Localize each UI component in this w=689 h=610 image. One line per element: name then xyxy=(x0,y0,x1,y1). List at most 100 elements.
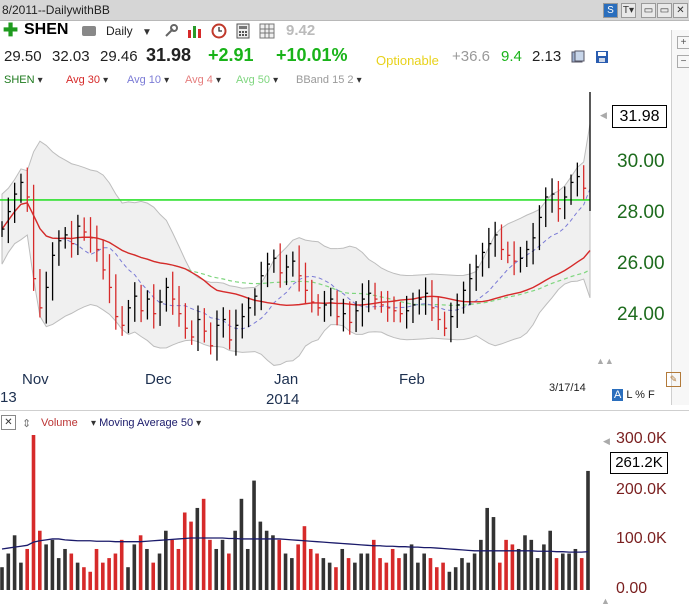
stack-icon[interactable] xyxy=(571,50,585,64)
price-chart[interactable] xyxy=(0,92,600,372)
volume-bar xyxy=(346,558,351,590)
volume-bar xyxy=(560,553,565,590)
volume-bar xyxy=(327,562,332,590)
volume-bar xyxy=(302,526,307,590)
volume-bar xyxy=(573,548,578,590)
volume-bar xyxy=(151,562,156,590)
t-dropdown-icon[interactable]: T▾ xyxy=(621,3,636,18)
wrench-icon[interactable] xyxy=(163,23,179,39)
volume-bar xyxy=(334,567,338,590)
volume-bar xyxy=(88,571,93,590)
scale-a-button[interactable]: A xyxy=(612,389,624,401)
volume-bar xyxy=(245,548,250,590)
volume-bar xyxy=(516,548,521,590)
volume-bar xyxy=(101,562,105,590)
add-symbol-icon[interactable]: ✚ xyxy=(3,20,19,40)
scroll-up-icon[interactable]: ◀ xyxy=(600,110,607,120)
volume-bar xyxy=(182,512,187,590)
quote-low: 29.46 xyxy=(100,48,138,65)
volume-bar xyxy=(579,558,584,590)
volume-bar xyxy=(283,553,288,590)
volume-bar xyxy=(113,553,118,590)
volume-bar xyxy=(119,539,124,590)
x-tick-jan: Jan xyxy=(274,371,299,388)
ma-legend[interactable]: ▾ Moving Average 50 ▾ xyxy=(91,417,202,429)
minimize-icon[interactable]: ▭ xyxy=(657,3,672,18)
volume-bar xyxy=(497,562,502,590)
volume-bar xyxy=(491,517,496,590)
quote-v1: +36.6 xyxy=(452,48,490,65)
quote-v2: 9.4 xyxy=(501,48,522,65)
close-icon[interactable]: ✕ xyxy=(673,3,688,18)
legend-avg4[interactable]: Avg 4 ▾ xyxy=(185,74,222,86)
clock-icon[interactable] xyxy=(211,23,227,39)
volume-bar xyxy=(264,530,269,590)
symbol-label[interactable]: SHEN xyxy=(24,21,69,38)
volume-bar xyxy=(447,571,452,590)
volume-bar xyxy=(50,539,55,590)
volume-bar xyxy=(19,562,23,590)
volume-bar xyxy=(132,544,137,590)
volume-legend[interactable]: Volume xyxy=(41,417,78,429)
volume-bar xyxy=(75,562,80,590)
volume-bar xyxy=(504,539,508,590)
vol-scroll-up-icon[interactable]: ◀ xyxy=(603,436,610,446)
quote-change-pct: +10.01% xyxy=(276,45,348,65)
move-icon[interactable]: ⇕ xyxy=(22,418,32,430)
close-panel-icon[interactable]: ✕ xyxy=(1,415,16,430)
bar-chart-icon[interactable] xyxy=(187,23,203,39)
volume-bar xyxy=(157,553,162,590)
vol-scroll-down-icon[interactable]: ▲ xyxy=(601,596,610,606)
volume-bar xyxy=(271,535,275,590)
volume-bar xyxy=(38,530,42,590)
scale-lpf-buttons[interactable]: L % F xyxy=(626,389,655,401)
volume-bar xyxy=(233,530,237,590)
expand-icon[interactable]: + xyxy=(677,36,689,49)
volume-bar xyxy=(82,567,86,590)
volume-bar xyxy=(535,558,540,590)
scroll-down-icon[interactable]: ▲▲ xyxy=(596,356,614,366)
volume-bar xyxy=(397,558,401,590)
volume-bar xyxy=(371,539,376,590)
legend-avg30[interactable]: Avg 30 ▾ xyxy=(66,74,109,86)
pencil-icon[interactable]: ✎ xyxy=(666,372,681,387)
quote-change: +2.91 xyxy=(208,45,254,65)
volume-bar xyxy=(44,544,48,590)
collapse-icon[interactable]: − xyxy=(677,55,689,68)
legend-symbol[interactable]: SHEN ▾ xyxy=(4,74,43,86)
volume-bar xyxy=(63,548,67,590)
volume-bar xyxy=(201,498,206,590)
legend-avg50[interactable]: Avg 50 ▾ xyxy=(236,74,279,86)
last-price-tag: 31.98 xyxy=(612,105,667,128)
volume-bar xyxy=(170,539,174,590)
volume-chart[interactable] xyxy=(0,430,600,595)
optionable-label: Optionable xyxy=(376,53,439,68)
volume-bar xyxy=(422,553,426,590)
scale-options[interactable]: A L % F xyxy=(612,389,655,401)
legend-bband[interactable]: BBand 15 2 ▾ xyxy=(296,74,362,86)
volume-bar xyxy=(145,548,149,590)
save-icon[interactable] xyxy=(595,50,609,64)
calculator-icon[interactable] xyxy=(235,23,251,39)
printer-icon[interactable] xyxy=(82,26,96,36)
s-plus-icon[interactable]: S xyxy=(603,3,618,18)
period-select[interactable]: Daily ▼ xyxy=(106,24,152,38)
volume-bar xyxy=(138,535,143,590)
volume-bar xyxy=(315,553,319,590)
volume-bar xyxy=(529,539,534,590)
restore-icon[interactable]: ▭ xyxy=(641,3,656,18)
volume-bar xyxy=(6,553,11,590)
volume-bar xyxy=(554,558,559,590)
volume-bar xyxy=(390,548,395,590)
avg10-line xyxy=(1,188,591,330)
y-tick-26: 26.00 xyxy=(617,253,665,274)
last-volume-tag: 261.2K xyxy=(610,452,668,474)
panel-divider xyxy=(0,410,689,411)
grid-icon[interactable] xyxy=(259,23,275,39)
volume-bar xyxy=(94,548,99,590)
v-tick-100k: 100.0K xyxy=(616,530,667,547)
legend-avg10[interactable]: Avg 10 ▾ xyxy=(127,74,170,86)
volume-bar xyxy=(258,521,263,590)
quote-open: 29.50 xyxy=(4,48,42,65)
volume-bar xyxy=(542,544,546,590)
